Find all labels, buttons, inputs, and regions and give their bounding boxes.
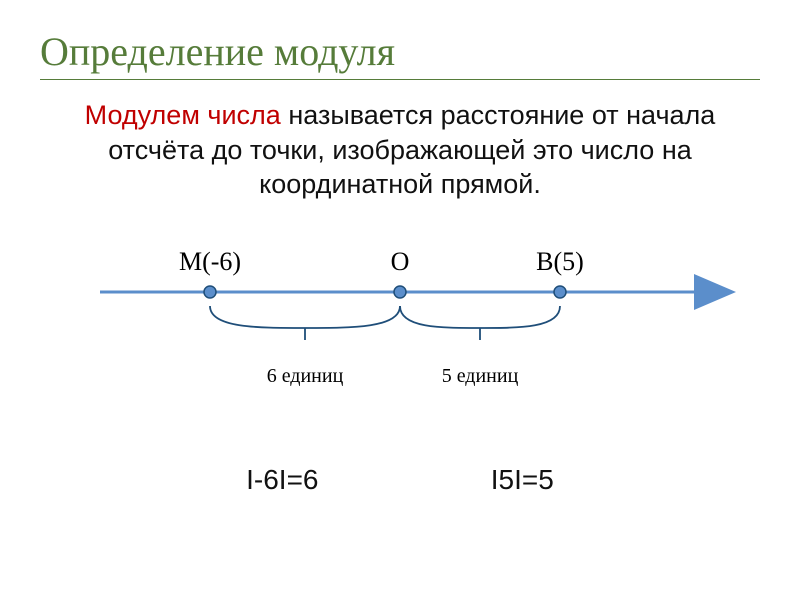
brace-right-label: 5 единиц — [442, 365, 519, 387]
point-m — [204, 286, 216, 298]
brace-left-label: 6 единиц — [267, 365, 344, 387]
term-highlight: Модулем числа — [85, 100, 281, 130]
equation-right: I5I=5 — [491, 464, 554, 496]
number-line-svg: M(-6) O B(5) 6 единиц 5 единиц — [40, 232, 760, 432]
label-m: M(-6) — [179, 247, 241, 276]
label-o: O — [391, 247, 410, 276]
number-line-diagram: M(-6) O B(5) 6 единиц 5 единиц — [40, 232, 760, 432]
definition-text: Модулем числа называется расстояние от н… — [50, 98, 750, 202]
slide-title: Определение модуля — [40, 28, 760, 75]
brace-left — [210, 306, 400, 340]
point-o — [394, 286, 406, 298]
brace-right — [400, 306, 560, 340]
title-underline — [40, 79, 760, 80]
equations-row: I-6I=6 I5I=5 — [160, 464, 640, 496]
label-b: B(5) — [536, 247, 584, 276]
point-b — [554, 286, 566, 298]
equation-left: I-6I=6 — [246, 464, 318, 496]
